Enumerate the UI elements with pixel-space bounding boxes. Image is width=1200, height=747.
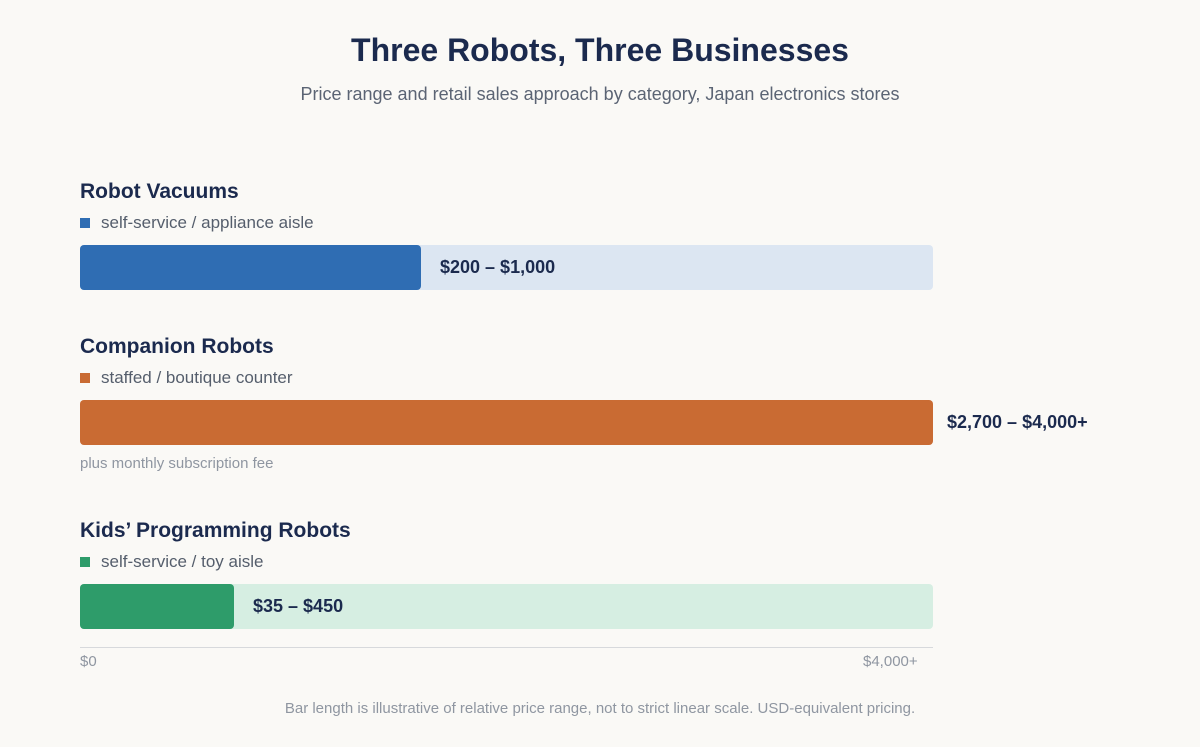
bar-value-label-robot-vacuums: $200 – $1,000 [440, 257, 556, 277]
chart-footnote: Bar length is illustrative of relative p… [284, 700, 916, 717]
legend-robot-vacuums: self-service / appliance aisle [80, 213, 314, 233]
chart-title: Three Robots, Three Businesses [351, 32, 849, 68]
legend-swatch-icon [80, 373, 90, 383]
sales-approach-label: self-service / appliance aisle [101, 213, 314, 232]
x-tick-label-min: $0 [80, 653, 97, 670]
category-label-robot-vacuums: Robot Vacuums [80, 180, 239, 203]
legend-swatch-icon [80, 557, 90, 567]
x-axis-line [80, 647, 933, 648]
bar-robot-vacuums [80, 245, 421, 290]
bar-track-companion-robots [80, 400, 933, 445]
subscription-note: plus monthly subscription fee [80, 455, 274, 472]
legend-kids-programming-robots: self-service / toy aisle [80, 552, 264, 572]
x-tick-label-max: $4,000+ [863, 653, 918, 670]
bar-track-kids-programming-robots [80, 584, 933, 629]
bar-companion-robots [80, 400, 933, 445]
legend-swatch-icon [80, 218, 90, 228]
sales-approach-label: self-service / toy aisle [101, 552, 264, 571]
legend-companion-robots: staffed / boutique counter [80, 368, 293, 388]
bar-value-label-companion-robots: $2,700 – $4,000+ [947, 412, 1088, 432]
category-label-companion-robots: Companion Robots [80, 335, 274, 358]
bar-value-label-kids-programming-robots: $35 – $450 [253, 596, 344, 616]
sales-approach-label: staffed / boutique counter [101, 368, 293, 387]
bar-kids-programming-robots [80, 584, 234, 629]
bar-track-robot-vacuums [80, 245, 933, 290]
chart-subtitle: Price range and retail sales approach by… [300, 84, 900, 104]
category-label-kids-programming-robots: Kids’ Programming Robots [80, 519, 351, 542]
